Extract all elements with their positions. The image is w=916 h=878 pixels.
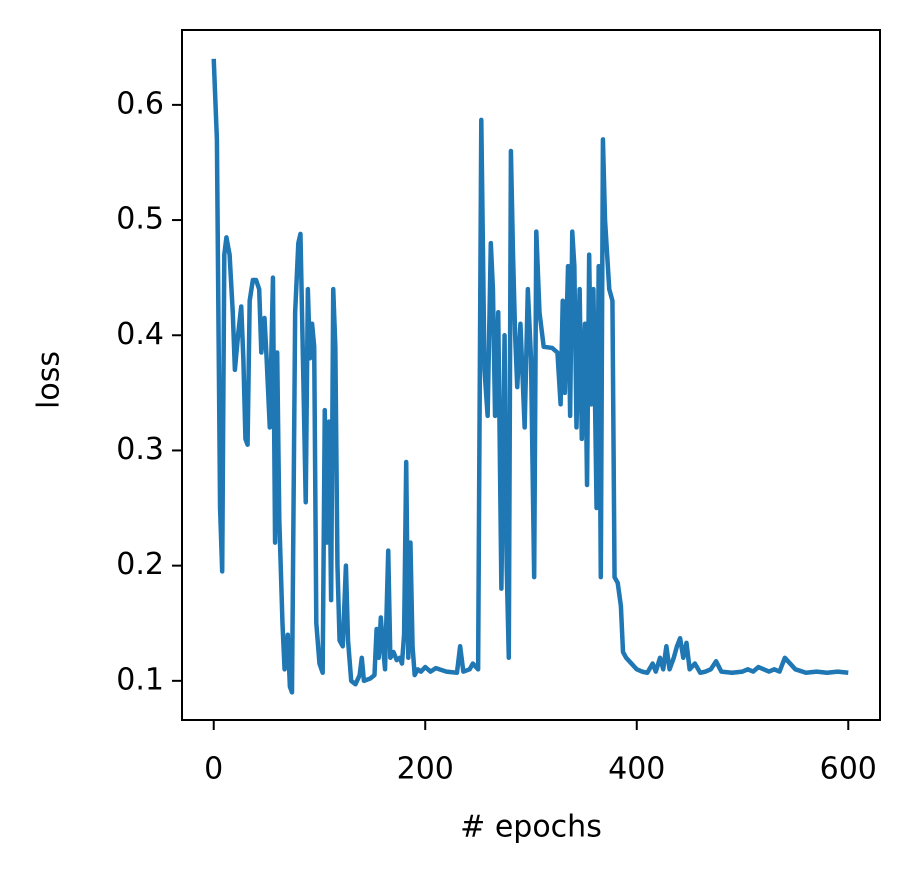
y-tick-label: 0.5 — [116, 202, 164, 237]
x-axis-label: # epochs — [460, 810, 602, 845]
y-tick-label: 0.1 — [116, 662, 164, 697]
plot-frame — [181, 29, 881, 721]
x-tick-label: 0 — [204, 752, 223, 787]
loss-line — [211, 58, 849, 695]
x-tick-label: 200 — [397, 752, 454, 787]
y-tick-label: 0.2 — [116, 547, 164, 582]
y-tick-label: 0.3 — [116, 432, 164, 467]
x-tick-label: 600 — [820, 752, 877, 787]
y-axis-label: loss — [32, 351, 67, 409]
x-tick-label: 400 — [608, 752, 665, 787]
y-tick-label: 0.4 — [116, 317, 164, 352]
y-tick-label: 0.6 — [116, 86, 164, 121]
